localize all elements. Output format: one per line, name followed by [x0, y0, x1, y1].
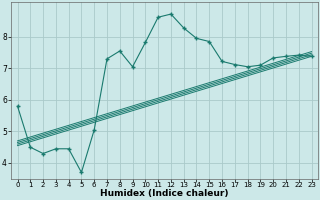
X-axis label: Humidex (Indice chaleur): Humidex (Indice chaleur) — [100, 189, 229, 198]
